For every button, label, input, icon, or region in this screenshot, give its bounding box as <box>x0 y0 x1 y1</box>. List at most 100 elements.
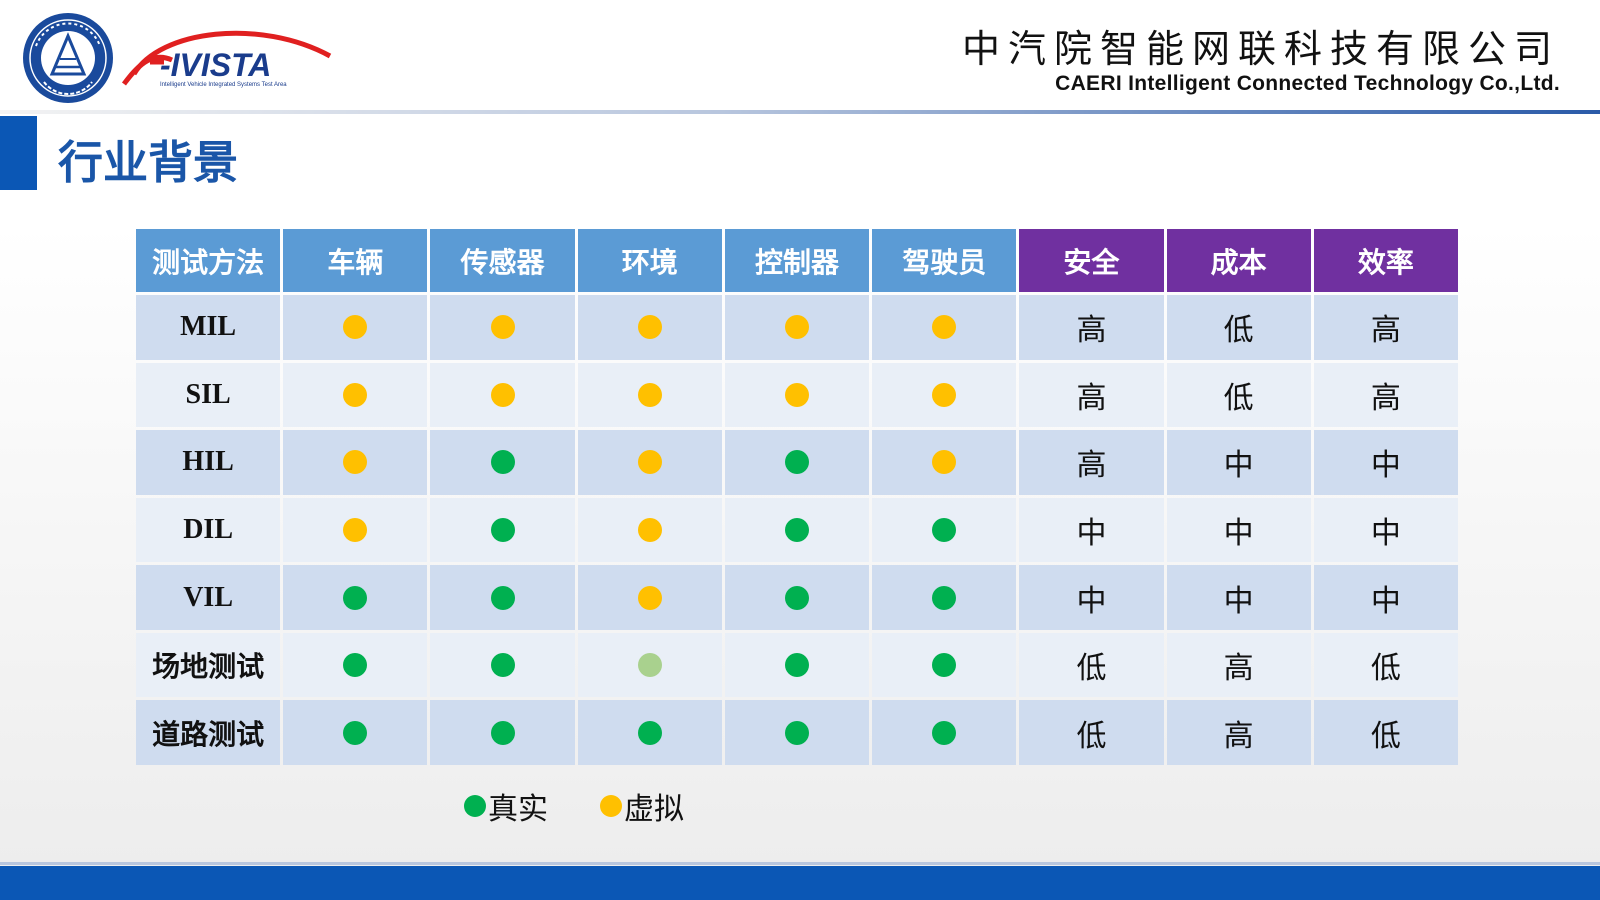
real-indicator-dot <box>637 720 662 745</box>
test-method-label: MIL <box>180 311 237 343</box>
slide-header: -IVISTA Intelligent Vehicle Integrated S… <box>0 0 1600 114</box>
table-indicator-cell <box>283 632 428 698</box>
table-indicator-cell <box>577 565 722 630</box>
table-rating-cell: 中 <box>1166 430 1311 495</box>
table-header-cell: 控制器 <box>724 229 870 292</box>
table-rating-cell: 低 <box>1313 632 1458 698</box>
table-indicator-cell <box>872 430 1017 495</box>
virtual-indicator-dot <box>932 450 957 475</box>
real-indicator-dot <box>784 585 809 610</box>
page-title: 行业背景 <box>58 136 239 189</box>
table-rating-cell: 低 <box>1166 295 1311 360</box>
rating-text: 中 <box>1370 448 1401 484</box>
table-indicator-cell <box>724 632 870 698</box>
legend-item: 真实 <box>464 784 548 828</box>
table-row-label-cell: HIL <box>136 430 281 495</box>
header-divider <box>0 110 1600 114</box>
title-accent-bar <box>0 116 37 190</box>
legend-label: 虚拟 <box>624 792 684 827</box>
svg-text:-IVISTA: -IVISTA <box>160 47 271 83</box>
table-header-cell: 成本 <box>1166 229 1311 292</box>
real-indicator-dot <box>932 517 957 542</box>
table-indicator-cell <box>724 497 870 563</box>
rating-text: 高 <box>1370 380 1401 416</box>
real-legend-dot <box>464 795 486 817</box>
virtual-indicator-dot <box>784 315 809 340</box>
table-rating-cell: 中 <box>1166 497 1311 563</box>
rating-text: 中 <box>1370 583 1401 619</box>
table-rating-cell: 高 <box>1019 430 1164 495</box>
real-indicator-dot <box>784 450 809 475</box>
table-header-cell: 安全 <box>1019 229 1164 292</box>
rating-text: 低 <box>1076 651 1107 687</box>
table-indicator-cell <box>283 497 428 563</box>
real-indicator-dot <box>490 585 515 610</box>
company-name-en: CAERI Intelligent Connected Technology C… <box>1055 72 1560 95</box>
test-method-label: SIL <box>185 378 231 410</box>
table-indicator-cell <box>577 497 722 563</box>
rating-text: 中 <box>1223 515 1254 551</box>
rating-text: 低 <box>1370 718 1401 754</box>
rating-text: 低 <box>1223 380 1254 416</box>
virtual-indicator-dot <box>343 450 368 475</box>
test-method-label: 场地测试 <box>152 650 265 684</box>
table-row-label-cell: MIL <box>136 295 281 360</box>
virtual-indicator-dot <box>637 450 662 475</box>
table-indicator-cell <box>724 700 870 765</box>
table-rating-cell: 低 <box>1166 362 1311 428</box>
real-indicator-dot <box>490 653 515 678</box>
real-indicator-dot <box>490 450 515 475</box>
table-indicator-cell <box>724 430 870 495</box>
rating-text: 高 <box>1370 313 1401 349</box>
table-indicator-cell <box>283 700 428 765</box>
real-indicator-dot <box>784 517 809 542</box>
rating-text: 低 <box>1223 313 1254 349</box>
table-indicator-cell <box>724 362 870 428</box>
rating-text: 高 <box>1076 448 1107 484</box>
test-method-label: HIL <box>182 446 234 478</box>
table-rating-cell: 低 <box>1019 632 1164 698</box>
virtual-indicator-dot <box>637 382 662 407</box>
table-indicator-cell <box>872 295 1017 360</box>
table-rating-cell: 低 <box>1313 700 1458 765</box>
table-header-cell: 测试方法 <box>136 229 281 292</box>
real-indicator-dot <box>343 720 368 745</box>
table-rating-cell: 低 <box>1019 700 1164 765</box>
rating-text: 中 <box>1076 515 1107 551</box>
table-indicator-cell <box>283 565 428 630</box>
ivista-logo: -IVISTA Intelligent Vehicle Integrated S… <box>121 30 332 88</box>
table-rating-cell: 高 <box>1019 362 1164 428</box>
table-indicator-cell <box>872 700 1017 765</box>
table-indicator-cell <box>872 632 1017 698</box>
test-method-label: DIL <box>183 513 233 545</box>
table-rating-cell: 高 <box>1313 362 1458 428</box>
rating-text: 高 <box>1076 380 1107 416</box>
table-rating-cell: 高 <box>1166 632 1311 698</box>
table-header-cell: 环境 <box>577 229 722 292</box>
legend-item: 虚拟 <box>600 784 684 828</box>
virtual-indicator-dot <box>637 585 662 610</box>
footer-divider <box>0 862 1600 865</box>
rating-text: 中 <box>1076 583 1107 619</box>
virtual-indicator-dot <box>637 315 662 340</box>
rating-text: 中 <box>1223 448 1254 484</box>
table-row-label-cell: VIL <box>136 565 281 630</box>
table-rating-cell: 中 <box>1313 430 1458 495</box>
table-header-cell: 传感器 <box>430 229 575 292</box>
virtual-indicator-dot <box>490 382 515 407</box>
table-indicator-cell <box>724 565 870 630</box>
table-rating-cell: 中 <box>1019 497 1164 563</box>
virtual-indicator-dot <box>637 517 662 542</box>
table-indicator-cell <box>872 565 1017 630</box>
table-indicator-cell <box>430 362 575 428</box>
real-indicator-dot <box>932 653 957 678</box>
table-header-cell: 驾驶员 <box>872 229 1017 292</box>
table-indicator-cell <box>430 497 575 563</box>
caeri-seal-logo <box>23 13 113 103</box>
virtual-legend-dot <box>600 795 622 817</box>
table-indicator-cell <box>577 430 722 495</box>
real-indicator-dot <box>343 653 368 678</box>
table-indicator-cell <box>430 430 575 495</box>
rating-text: 中 <box>1223 583 1254 619</box>
rating-text: 低 <box>1076 718 1107 754</box>
